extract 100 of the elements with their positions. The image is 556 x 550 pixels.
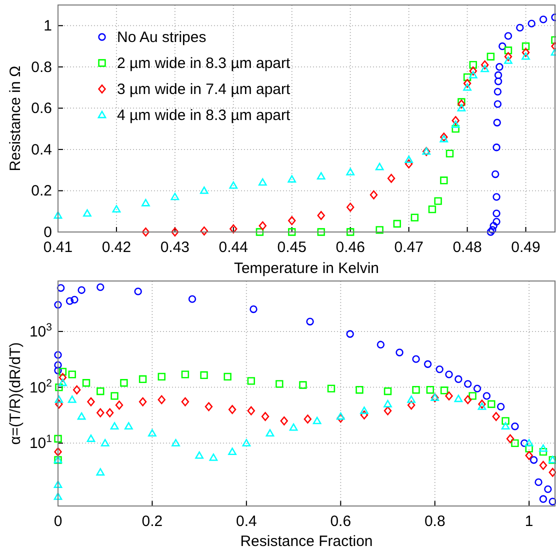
point <box>452 124 460 133</box>
point <box>539 16 548 24</box>
point <box>544 485 552 494</box>
point <box>524 438 534 446</box>
point <box>410 214 419 222</box>
point <box>66 297 74 305</box>
point <box>440 176 448 184</box>
point <box>504 32 512 40</box>
y-tick-label: 0.4 <box>31 141 52 158</box>
point <box>68 396 76 403</box>
point <box>110 422 119 430</box>
point <box>454 375 462 383</box>
point <box>247 377 255 385</box>
point <box>492 210 500 218</box>
point <box>426 386 434 394</box>
point <box>230 224 238 234</box>
point <box>486 52 495 60</box>
point <box>346 228 354 236</box>
point <box>134 288 142 296</box>
point <box>170 192 180 200</box>
point <box>387 174 396 183</box>
point <box>534 478 542 486</box>
x-tick-label: 0.41 <box>43 239 73 256</box>
point <box>473 384 482 392</box>
point <box>181 370 190 378</box>
point <box>312 416 322 424</box>
y-tick-label: 10$^{1}$ <box>29 433 52 452</box>
point <box>539 444 548 452</box>
point <box>436 365 444 374</box>
point <box>68 370 76 378</box>
point <box>54 396 64 403</box>
y-tick-label: 10$^{3}$ <box>29 321 52 340</box>
point <box>548 498 556 506</box>
point <box>172 438 180 446</box>
point <box>492 412 500 421</box>
point <box>404 156 413 163</box>
point <box>469 60 477 69</box>
point <box>72 385 81 394</box>
point <box>54 447 62 456</box>
point <box>492 144 500 152</box>
point <box>492 218 500 226</box>
point <box>148 429 156 437</box>
point <box>494 78 502 86</box>
point <box>142 198 150 206</box>
point <box>289 423 298 431</box>
point <box>502 417 510 425</box>
point <box>452 116 460 126</box>
point <box>54 480 62 488</box>
point <box>511 422 519 430</box>
point <box>55 383 63 392</box>
point <box>327 384 336 392</box>
point <box>306 318 314 326</box>
point <box>299 381 307 389</box>
point <box>440 134 448 142</box>
point <box>70 296 78 304</box>
point <box>54 366 62 374</box>
x-tick-label: 0.44 <box>218 239 248 256</box>
x-tick-label: 0.48 <box>452 239 482 256</box>
point <box>445 391 453 400</box>
point <box>469 66 477 76</box>
point <box>407 396 416 403</box>
point <box>496 402 505 411</box>
point <box>506 434 514 444</box>
point <box>522 52 530 60</box>
point <box>54 434 62 443</box>
point <box>440 386 448 394</box>
point <box>480 64 490 72</box>
point <box>266 429 274 437</box>
point <box>96 408 104 418</box>
legend-label: 2 µm wide in 8.3 µm apart <box>117 55 292 72</box>
point <box>522 48 530 57</box>
point <box>446 150 454 158</box>
point <box>454 394 463 402</box>
point <box>525 451 533 460</box>
point <box>288 216 296 226</box>
point <box>55 400 63 409</box>
point <box>539 460 548 470</box>
x-tick-label: 0.8 <box>424 513 446 530</box>
y-axis-title: Resistance in Ω <box>7 66 24 172</box>
point <box>261 412 270 421</box>
point <box>86 434 96 442</box>
point <box>247 406 255 416</box>
point <box>384 400 392 408</box>
point <box>501 422 510 430</box>
x-tick-label: 0.42 <box>102 239 132 256</box>
point <box>463 83 472 91</box>
point <box>412 355 420 363</box>
point <box>356 386 364 394</box>
point <box>77 412 86 420</box>
point <box>115 400 124 410</box>
point <box>138 375 147 383</box>
point <box>384 406 392 416</box>
point <box>492 193 500 201</box>
point <box>384 387 392 396</box>
point <box>494 71 502 80</box>
point <box>58 368 67 376</box>
point <box>82 379 90 387</box>
point <box>258 178 267 186</box>
point <box>458 98 466 106</box>
point <box>195 451 204 459</box>
